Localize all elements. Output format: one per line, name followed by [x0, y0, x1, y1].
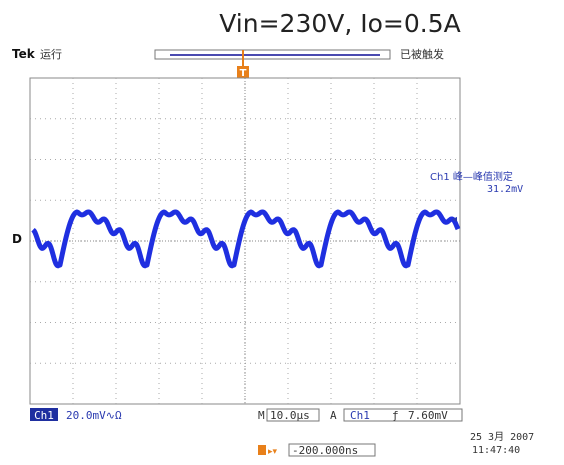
brand: Tek [12, 47, 36, 61]
trigger-prefix: A [330, 409, 337, 422]
position-box [288, 443, 376, 457]
trigger-marker: T [240, 68, 247, 79]
record-bracket [154, 49, 391, 60]
measurement-value: 31.2mV [487, 184, 523, 195]
position: -200.000ns [292, 444, 358, 457]
time: 11:47:40 [472, 445, 520, 456]
trigger-marker-box [237, 66, 249, 78]
scale: 20.0mV∿Ω [66, 409, 122, 422]
channel: Ch1 [34, 409, 54, 422]
waveform [31, 209, 461, 269]
timebase-prefix: M [258, 409, 265, 422]
trigger-level: 7.60mV [408, 409, 448, 422]
ground-marker-box [10, 231, 24, 245]
graticule [30, 78, 460, 404]
measurement-label: Ch1 峰—峰值测定 [430, 170, 513, 183]
position-arrow: ▸▾ [268, 447, 278, 457]
title: Vin=230V, Io=0.5A [219, 9, 460, 38]
status: 运行 [40, 48, 62, 61]
trigger-slope: ƒ [392, 409, 399, 422]
trigger-box [343, 408, 463, 422]
timebase: 10.0μs [270, 409, 310, 422]
timebase-box [266, 408, 320, 422]
trigger-state: 已被触发 [400, 47, 444, 61]
position-marker [258, 445, 266, 455]
trigger-channel: Ch1 [350, 409, 370, 422]
level-arrow: ◂ [452, 214, 457, 225]
ground-marker: D [12, 232, 22, 246]
date: 25 3月 2007 [470, 431, 534, 443]
channel-box [30, 408, 58, 421]
